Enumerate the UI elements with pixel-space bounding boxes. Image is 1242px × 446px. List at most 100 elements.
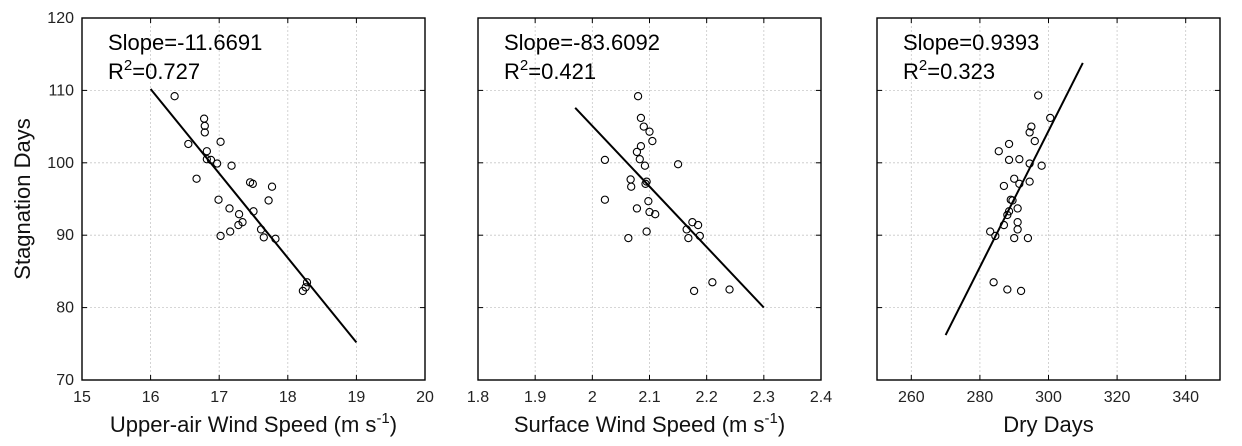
data-point [644,197,653,206]
x-tick-label: 20 [416,389,434,406]
data-point [641,179,650,188]
data-point [639,122,648,131]
data-point [1037,161,1046,170]
r-squared-annotation: R2=0.727 [108,57,200,84]
data-point [184,139,193,149]
r-squared-prefix: R [504,59,520,84]
data-point [994,147,1003,156]
r-squared-value: =0.727 [132,59,200,84]
x-axis-label: Dry Days [1003,412,1093,437]
data-point [1003,285,1012,294]
data-point [259,233,268,242]
data-point [1023,233,1033,243]
data-point [1025,128,1034,137]
slope-annotation: Slope=-83.6092 [504,30,660,55]
regression-line [944,62,1084,336]
y-tick-label: 80 [56,300,74,317]
r-squared-annotation: R2=0.421 [504,57,596,84]
data-point [1025,177,1034,186]
data-point [600,155,610,165]
data-point [1015,155,1024,164]
y-tick-label: 70 [56,372,74,389]
data-point [626,175,635,184]
slope-annotation: Slope=-11.6691 [108,30,262,55]
data-point [1016,286,1026,296]
data-point [986,227,995,236]
data-point [248,179,257,188]
x-tick-label: 15 [73,389,91,406]
data-point [202,147,212,156]
data-point [226,227,235,236]
data-point [1046,113,1055,123]
data-point [1013,225,1022,234]
data-point [234,210,244,219]
data-point [635,155,644,164]
data-point [202,155,212,164]
data-point [640,161,650,170]
r-squared-prefix: R [903,59,919,84]
x-tick-label: 2.4 [810,389,832,406]
data-point [1004,155,1014,165]
x-axis-label: Surface Wind Speed (m s-1) [514,410,785,437]
data-point [642,227,651,236]
data-point [645,207,654,217]
data-point [267,182,277,191]
data-point [627,182,636,191]
data-point [225,204,234,213]
panel-2: 1.8 1.9 2 2.1 2.2 2.3 2.4Slope=-83.6092R2=0.42… [467,17,832,437]
r-squared-superscript: 2 [124,57,132,74]
data-point [693,220,703,230]
r-squared-value: =0.323 [927,59,995,84]
data-point [645,127,654,136]
y-tick-label: 90 [56,227,74,244]
data-point [227,161,236,170]
data-point [708,278,717,287]
data-point [636,113,646,123]
x-tick-label: 260 [898,389,925,406]
x-tick-label: 19 [348,389,366,406]
r-squared-value: =0.421 [528,59,596,84]
x-tick-label: 300 [1035,389,1062,406]
y-axis-label: Stagnation Days [10,118,35,279]
panel-1: 15 16 17 18 19 20 70 80 90 100 110 120 Slope=-11.669… [10,10,434,437]
x-axis-label-text: Dry Days [1003,412,1093,437]
x-axis-label-superscript: -1 [765,410,778,427]
data-point [689,286,699,296]
r-squared-annotation: R2=0.323 [903,57,995,84]
x-axis-label-close: ) [390,412,397,437]
data-point [216,231,225,241]
data-point [632,204,642,213]
data-point [1013,218,1022,227]
data-point [1013,204,1022,213]
data-point [632,147,642,157]
x-tick-label: 2.2 [696,389,718,406]
x-tick-label: 16 [142,389,160,406]
data-point [1010,174,1019,183]
x-axis-label-text: Upper-air Wind Speed (m s [110,412,377,437]
data-point [989,278,998,287]
data-point [238,218,247,227]
data-point [648,136,657,146]
x-tick-label: 2 [588,389,597,406]
x-tick-label: 18 [279,389,297,406]
y-tick-label: 120 [47,10,74,27]
data-point [298,286,308,296]
data-point [199,114,209,123]
data-point [991,231,1000,241]
slope-annotation: Slope=0.9393 [903,30,1039,55]
x-tick-label: 340 [1172,389,1199,406]
data-point [1010,233,1019,243]
y-tick-label: 110 [48,82,74,99]
regression-line [149,88,358,343]
x-tick-label: 2.1 [638,389,660,406]
data-point [633,92,643,101]
data-point [673,160,683,169]
data-point [651,210,660,219]
data-point [302,278,312,287]
x-axis-label-superscript: -1 [376,410,389,427]
x-tick-label: 280 [967,389,994,406]
data-point [170,92,179,101]
data-point [216,137,225,146]
